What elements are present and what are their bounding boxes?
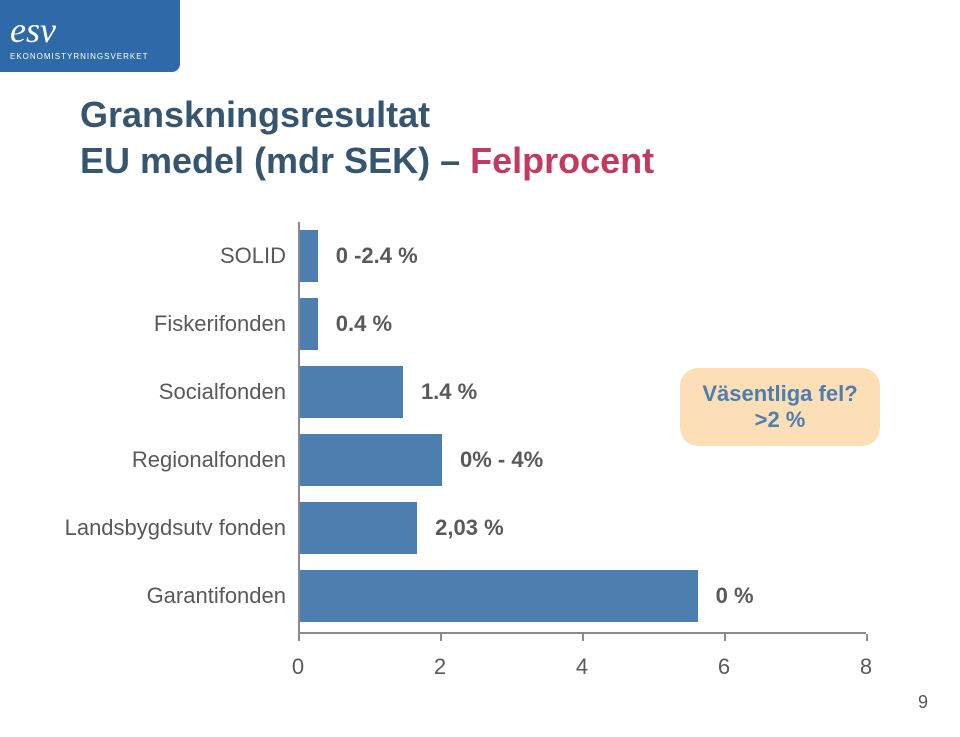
title-line2-accent: Felprocent <box>470 140 654 181</box>
logo-subtext: EKONOMISTYRNINGSVERKET <box>10 52 170 61</box>
page-number: 9 <box>918 692 928 713</box>
value-label: 2,03 % <box>435 494 504 562</box>
bar-row: SOLID0 -2.4 % <box>298 222 866 290</box>
category-label: Fiskerifonden <box>154 290 298 358</box>
category-label: Landsbygdsutv fonden <box>65 494 298 562</box>
bar <box>300 298 318 350</box>
value-label: 0 -2.4 % <box>336 222 418 290</box>
category-label: Socialfonden <box>159 358 298 426</box>
category-label: Regionalfonden <box>132 426 298 494</box>
value-label: 0% - 4% <box>460 426 543 494</box>
x-tick-label: 6 <box>718 654 730 680</box>
x-tick <box>724 634 726 641</box>
bar-row: Fiskerifonden0.4 % <box>298 290 866 358</box>
x-tick <box>582 634 584 641</box>
bar-row: Garantifonden0 % <box>298 562 866 630</box>
bar <box>300 502 417 554</box>
bar-row: Landsbygdsutv fonden2,03 % <box>298 494 866 562</box>
bar <box>300 434 442 486</box>
logo-text: esv <box>10 12 170 48</box>
title-line2-part1: EU medel (mdr SEK) <box>80 140 430 181</box>
title-line2-dash: – <box>430 140 470 181</box>
x-tick <box>866 634 868 641</box>
bar <box>300 570 698 622</box>
value-label: 1.4 % <box>421 358 477 426</box>
category-label: SOLID <box>220 222 298 290</box>
category-label: Garantifonden <box>147 562 298 630</box>
callout-line1: Väsentliga fel? <box>702 381 857 407</box>
x-tick-label: 4 <box>576 654 588 680</box>
bar <box>300 230 318 282</box>
x-tick-label: 8 <box>860 654 872 680</box>
value-label: 0 % <box>716 562 754 630</box>
x-tick-label: 0 <box>292 654 304 680</box>
x-tick <box>440 634 442 641</box>
logo-strip: esv EKONOMISTYRNINGSVERKET <box>0 0 180 72</box>
x-tick-label: 2 <box>434 654 446 680</box>
bar <box>300 366 403 418</box>
callout-box: Väsentliga fel? >2 % <box>680 368 880 446</box>
title-line2: EU medel (mdr SEK) – Felprocent <box>80 140 654 182</box>
callout-line2: >2 % <box>755 407 806 433</box>
value-label: 0.4 % <box>336 290 392 358</box>
title-line1: Granskningsresultat <box>80 94 430 136</box>
x-tick <box>298 634 300 641</box>
